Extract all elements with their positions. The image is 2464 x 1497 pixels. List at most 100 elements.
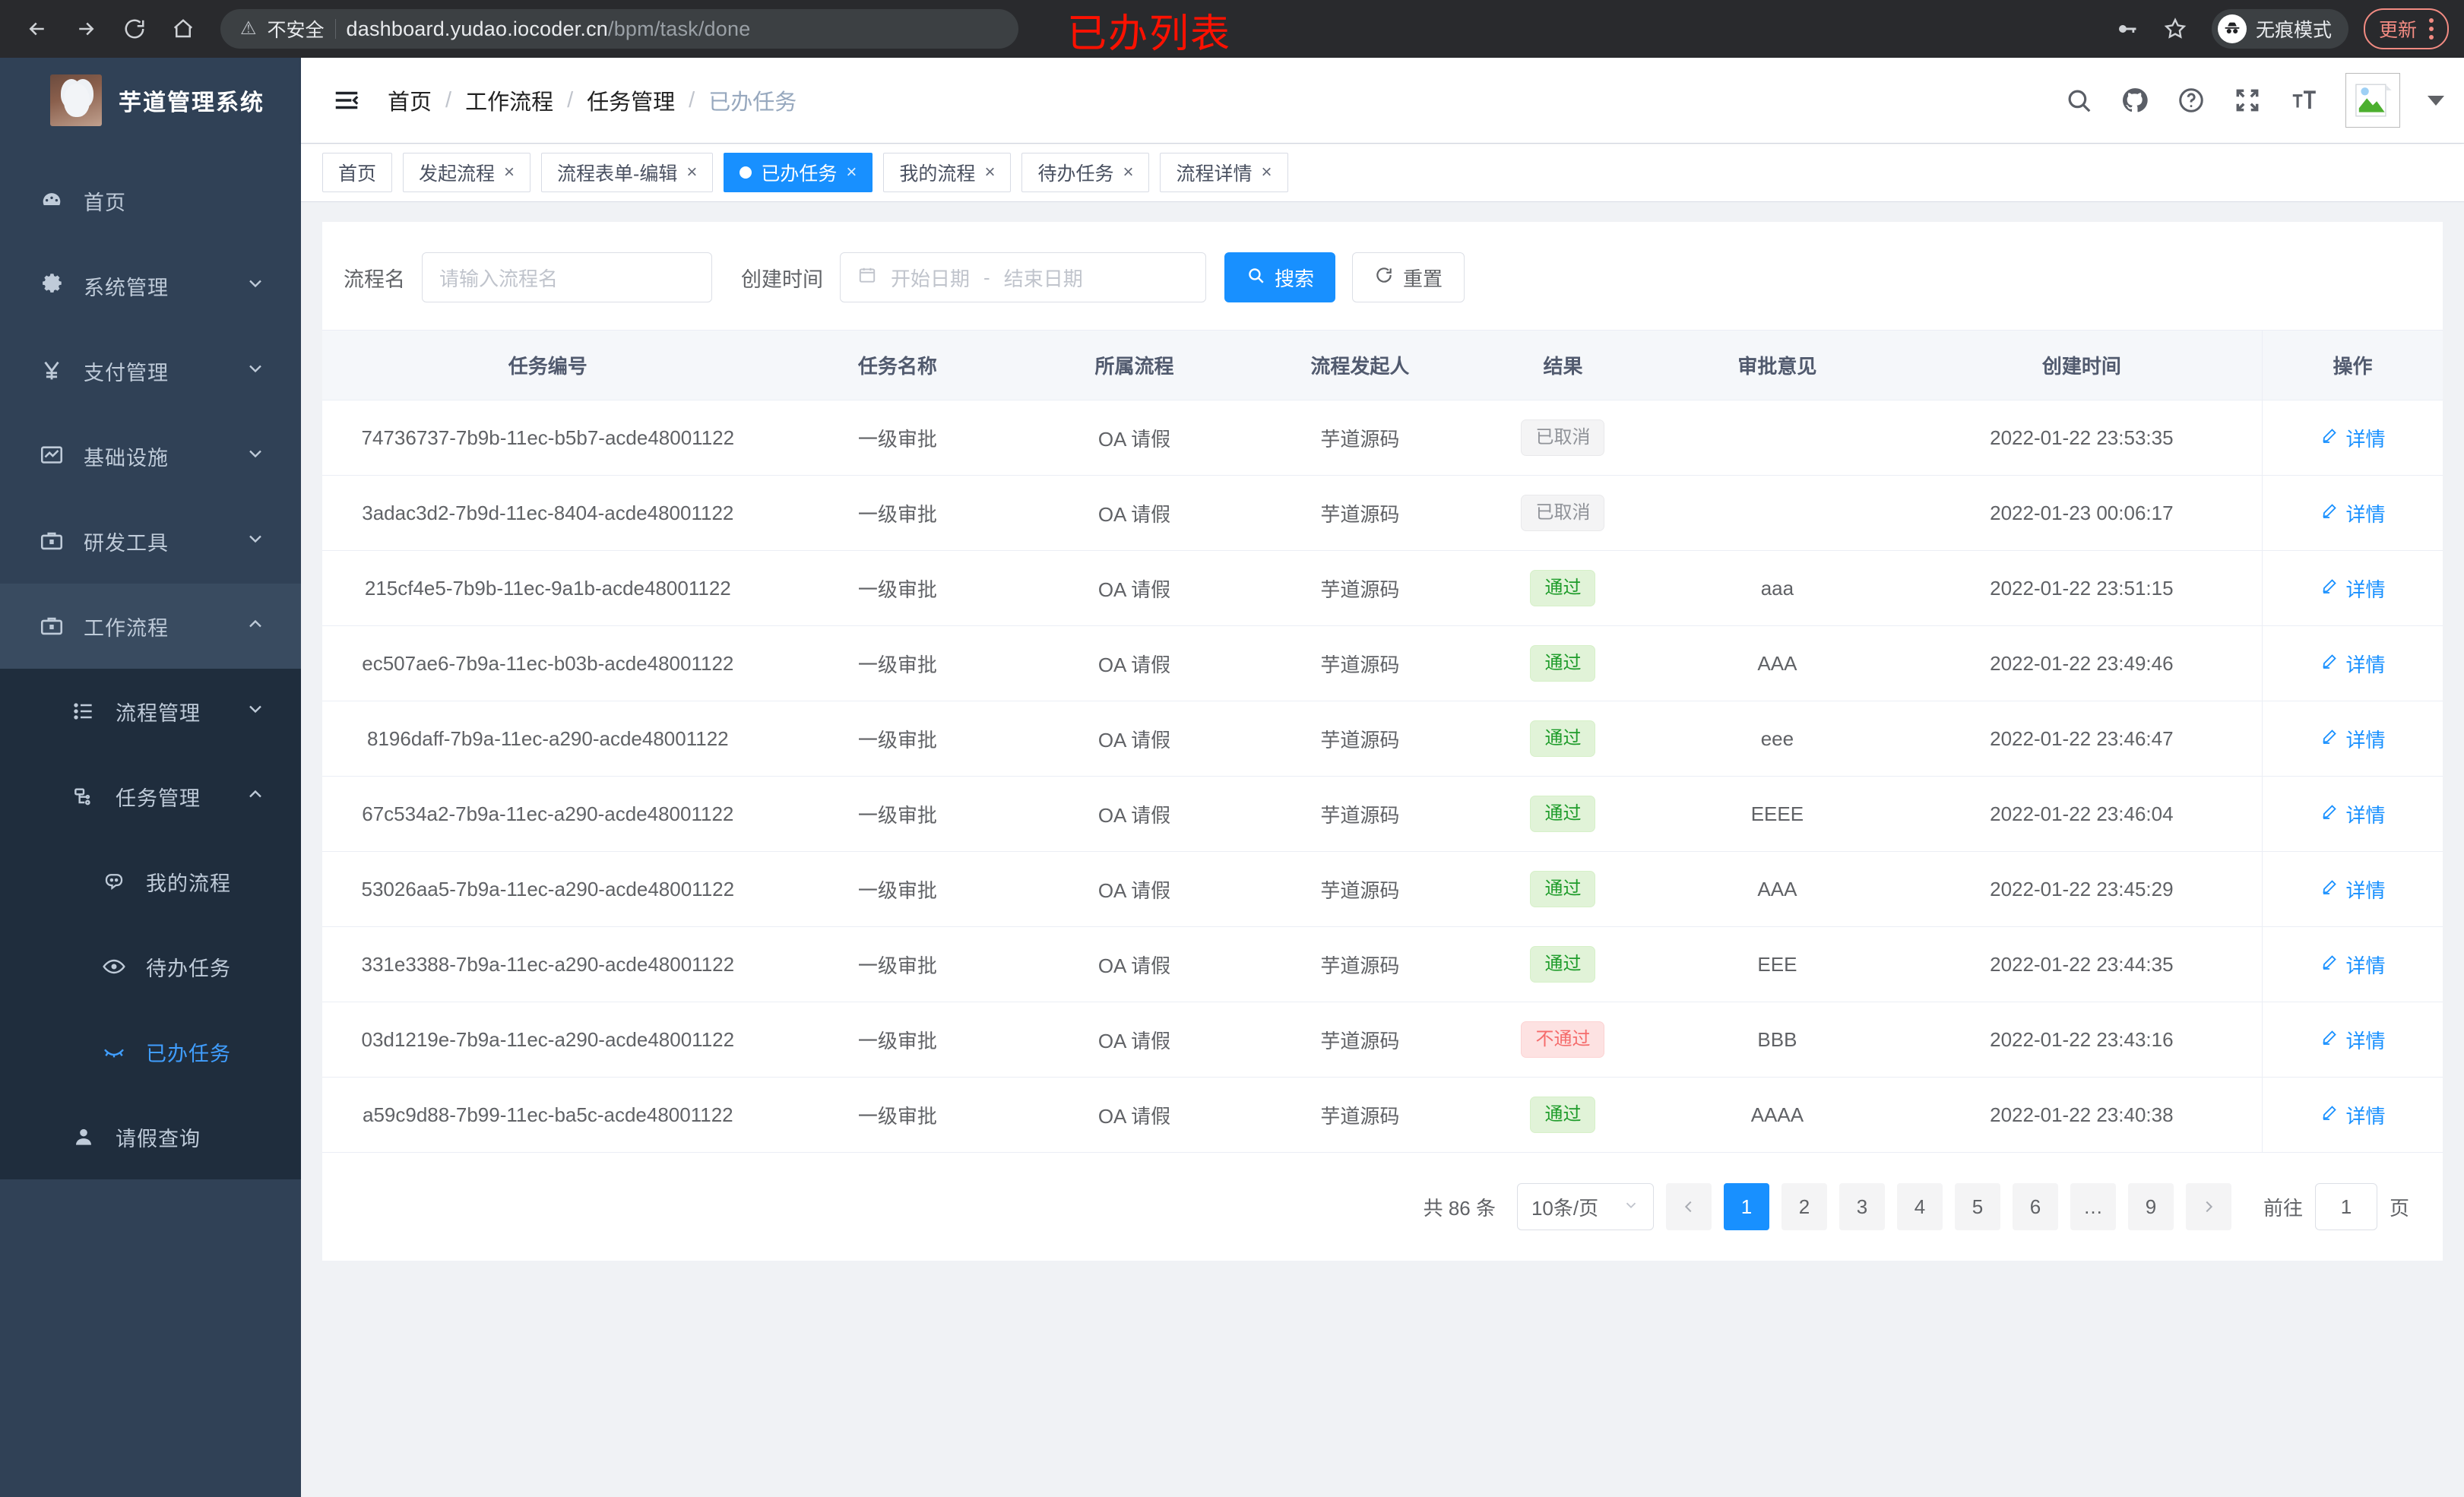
table-row[interactable]: ec507ae6-7b9a-11ec-b03b-acde48001122 一级审批… [322, 625, 2443, 701]
sidebar-item-done-tasks[interactable]: 已办任务 [0, 1009, 301, 1094]
monitor-icon [30, 443, 73, 469]
pagination-page-4[interactable]: 4 [1896, 1183, 1943, 1230]
detail-button[interactable]: 详情 [2320, 424, 2386, 452]
incognito-glyph-icon [2225, 22, 2240, 34]
table-row[interactable]: 8196daff-7b9a-11ec-a290-acde48001122 一级审批… [322, 701, 2443, 777]
address-bar[interactable]: ⚠ 不安全 dashboard.yudao.iocoder.cn/bpm/tas… [220, 9, 1018, 49]
tab-done-tasks[interactable]: 已办任务 × [724, 153, 873, 192]
update-button[interactable]: 更新 [2363, 8, 2449, 49]
detail-button[interactable]: 详情 [2320, 951, 2386, 979]
tab-home[interactable]: 首页 [322, 153, 393, 192]
table-row[interactable]: 67c534a2-7b9a-11ec-a290-acde48001122 一级审批… [322, 776, 2443, 852]
detail-button[interactable]: 详情 [2320, 499, 2386, 527]
sidebar-item-label: 任务管理 [116, 786, 201, 810]
breadcrumb-item-home[interactable]: 首页 [388, 90, 432, 115]
sidebar-item-leave-query[interactable]: 请假查询 [0, 1094, 301, 1179]
home-button[interactable] [163, 8, 204, 49]
close-icon[interactable]: × [984, 162, 996, 182]
column-header-task-id[interactable]: 任务编号 [322, 330, 774, 400]
tab-todo-tasks[interactable]: 待办任务 × [1021, 153, 1150, 192]
sidebar-item-payment-management[interactable]: 支付管理 [0, 328, 301, 413]
sidebar-item-task-management[interactable]: 任务管理 [0, 754, 301, 839]
close-icon[interactable]: × [1261, 162, 1272, 182]
home-icon [173, 19, 193, 38]
sidebar-brand[interactable]: 芋道管理系统 [0, 58, 301, 143]
tab-process-form-edit[interactable]: 流程表单-编辑 × [541, 153, 714, 192]
incognito-indicator[interactable]: 无痕模式 [2211, 9, 2348, 49]
column-header-task-name[interactable]: 任务名称 [773, 330, 1022, 400]
back-button[interactable] [17, 8, 58, 49]
pagination-next-button[interactable] [2185, 1183, 2231, 1230]
sidebar-item-label: 流程管理 [116, 701, 201, 725]
sidebar-item-process-management[interactable]: 流程管理 [0, 669, 301, 754]
column-header-created-time[interactable]: 创建时间 [1901, 330, 2263, 400]
close-icon[interactable]: × [1123, 162, 1134, 182]
tab-start-process[interactable]: 发起流程 × [403, 153, 531, 192]
reload-button[interactable] [114, 8, 155, 49]
page-size-select[interactable]: 10条/页 [1516, 1183, 1654, 1230]
pagination-page-3[interactable]: 3 [1838, 1183, 1885, 1230]
pagination-page-1[interactable]: 1 [1723, 1183, 1769, 1230]
cell-comment: AAAA [1653, 1077, 1902, 1153]
pagination-page-2[interactable]: 2 [1781, 1183, 1827, 1230]
detail-button[interactable]: 详情 [2320, 725, 2386, 753]
chevron-down-icon[interactable] [2428, 95, 2444, 106]
help-icon[interactable] [2177, 86, 2206, 115]
table-row[interactable]: a59c9d88-7b99-11ec-ba5c-acde48001122 一级审批… [322, 1077, 2443, 1153]
created-time-range-picker[interactable]: 开始日期 - 结束日期 [840, 252, 1206, 302]
sidebar-item-system-management[interactable]: 系统管理 [0, 243, 301, 328]
process-name-input[interactable]: 请输入流程名 [422, 252, 712, 302]
github-icon[interactable] [2120, 86, 2149, 115]
forward-button[interactable] [65, 8, 106, 49]
detail-button[interactable]: 详情 [2320, 650, 2386, 678]
cell-process: OA 请假 [1021, 1002, 1247, 1078]
search-button[interactable]: 搜索 [1224, 252, 1336, 302]
edit-icon [2320, 652, 2339, 676]
table-row[interactable]: 215cf4e5-7b9b-11ec-9a1b-acde48001122 一级审批… [322, 550, 2443, 626]
bookmark-button[interactable] [2154, 8, 2196, 50]
avatar[interactable] [2345, 73, 2400, 128]
hamburger-icon[interactable] [327, 86, 366, 115]
pagination-ellipsis[interactable]: … [2070, 1183, 2116, 1230]
sidebar-item-todo-tasks[interactable]: 待办任务 [0, 924, 301, 1009]
table-row[interactable]: 331e3388-7b9a-11ec-a290-acde48001122 一级审批… [322, 926, 2443, 1002]
table-row[interactable]: 74736737-7b9b-11ec-b5b7-acde48001122 一级审批… [322, 400, 2443, 476]
font-size-icon[interactable] [2289, 86, 2318, 115]
fullscreen-icon[interactable] [2233, 86, 2262, 115]
chrome-menu-icon[interactable] [2429, 18, 2434, 40]
password-key-button[interactable] [2105, 8, 2148, 50]
breadcrumb-item-task-management[interactable]: 任务管理 [587, 90, 676, 115]
pagination-page-5[interactable]: 5 [1954, 1183, 2000, 1230]
column-header-comment[interactable]: 审批意见 [1653, 330, 1902, 400]
detail-button[interactable]: 详情 [2320, 1026, 2386, 1054]
table-row[interactable]: 53026aa5-7b9a-11ec-a290-acde48001122 一级审批… [322, 851, 2443, 927]
reset-button[interactable]: 重置 [1352, 252, 1465, 302]
column-header-result[interactable]: 结果 [1472, 330, 1654, 400]
tab-process-detail[interactable]: 流程详情 × [1160, 153, 1288, 192]
detail-button[interactable]: 详情 [2320, 574, 2386, 603]
detail-button[interactable]: 详情 [2320, 800, 2386, 828]
search-icon[interactable] [2064, 86, 2093, 115]
detail-button[interactable]: 详情 [2320, 875, 2386, 904]
sidebar-item-infrastructure[interactable]: 基础设施 [0, 413, 301, 498]
sidebar-item-label: 我的流程 [146, 872, 231, 895]
reset-button-label: 重置 [1403, 267, 1443, 290]
close-icon[interactable]: × [686, 162, 698, 182]
close-icon[interactable]: × [846, 162, 857, 182]
pagination-page-9[interactable]: 9 [2127, 1183, 2174, 1230]
detail-button[interactable]: 详情 [2320, 1101, 2386, 1129]
close-icon[interactable]: × [504, 162, 515, 182]
sidebar-item-dev-tools[interactable]: 研发工具 [0, 498, 301, 584]
tab-my-processes[interactable]: 我的流程 × [883, 153, 1012, 192]
sidebar-item-workflow[interactable]: 工作流程 [0, 584, 301, 669]
pagination-prev-button[interactable] [1665, 1183, 1712, 1230]
sidebar-item-home[interactable]: 首页 [0, 158, 301, 243]
pagination-page-6[interactable]: 6 [2012, 1183, 2058, 1230]
column-header-initiator[interactable]: 流程发起人 [1246, 330, 1473, 400]
sidebar-item-my-processes[interactable]: 我的流程 [0, 839, 301, 924]
table-row[interactable]: 03d1219e-7b9a-11ec-a290-acde48001122 一级审批… [322, 1002, 2443, 1078]
goto-page-input[interactable]: 1 [2314, 1183, 2377, 1230]
column-header-process[interactable]: 所属流程 [1021, 330, 1247, 400]
table-row[interactable]: 3adac3d2-7b9d-11ec-8404-acde48001122 一级审批… [322, 475, 2443, 551]
breadcrumb-item-workflow[interactable]: 工作流程 [465, 90, 554, 115]
